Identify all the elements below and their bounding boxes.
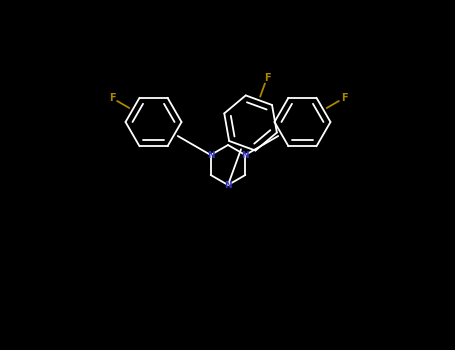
- Text: F: F: [109, 93, 115, 103]
- Text: N: N: [224, 181, 232, 189]
- Text: N: N: [207, 150, 214, 160]
- Text: F: F: [264, 73, 270, 83]
- Text: N: N: [242, 150, 249, 160]
- Text: F: F: [341, 93, 347, 103]
